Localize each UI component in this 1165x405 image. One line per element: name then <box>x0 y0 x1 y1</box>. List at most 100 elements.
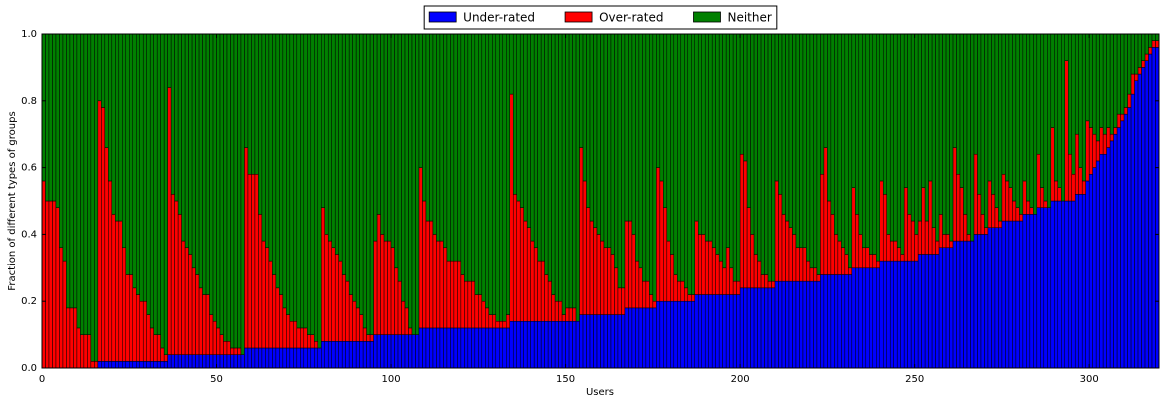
bar-segment <box>125 274 130 362</box>
bar-segment <box>959 33 964 188</box>
bar-segment <box>753 254 758 289</box>
bar-segment <box>638 307 643 369</box>
bar-segment <box>352 341 357 369</box>
bar-segment <box>882 260 887 369</box>
bar-segment <box>80 334 85 369</box>
bar-segment <box>404 307 409 335</box>
bar-segment <box>1113 133 1118 369</box>
bar-segment <box>516 320 521 369</box>
x-tick-label: 200 <box>731 374 750 385</box>
bar-segment <box>97 33 102 102</box>
bar-segment <box>788 33 793 228</box>
bar-segment <box>568 33 573 309</box>
bar-segment <box>485 33 490 309</box>
bar-segment <box>767 280 772 289</box>
bar-segment <box>889 240 894 262</box>
bar-segment <box>1102 153 1107 369</box>
bar-segment <box>394 334 399 369</box>
bar-segment <box>512 320 517 369</box>
bar-segment <box>998 33 1003 222</box>
legend-swatch <box>564 11 593 23</box>
bar-segment <box>1092 33 1097 135</box>
bar-segment <box>603 314 608 369</box>
bar-segment <box>244 147 249 349</box>
bar-segment <box>704 294 709 369</box>
bar-segment <box>889 260 894 369</box>
bar-segment <box>418 167 423 329</box>
bar-segment <box>816 33 821 275</box>
bar-segment <box>547 320 552 369</box>
bar-segment <box>910 260 915 369</box>
bar-segment <box>293 347 298 369</box>
bar-segment <box>1148 53 1153 369</box>
bar-segment <box>1123 113 1128 369</box>
bar-segment <box>530 320 535 369</box>
bar-segment <box>1085 180 1090 369</box>
bar-segment <box>746 33 751 208</box>
bar-segment <box>457 260 462 329</box>
bar-segment <box>184 247 189 355</box>
bar-segment <box>474 327 479 369</box>
bar-segment <box>952 240 957 369</box>
bar-segment <box>855 267 860 369</box>
bar-segment <box>334 341 339 369</box>
bar-segment <box>422 33 427 202</box>
bar-segment <box>369 341 374 369</box>
bar-segment <box>848 267 853 275</box>
bar-segment <box>481 327 486 369</box>
x-tick-label: 50 <box>210 374 223 385</box>
bar-segment <box>732 294 737 369</box>
bar-segment <box>701 294 706 369</box>
bar-segment <box>848 33 853 269</box>
bar-segment <box>858 33 863 235</box>
bar-segment <box>387 33 392 242</box>
bar-segment <box>638 267 643 309</box>
bar-segment <box>984 227 989 235</box>
bar-segment <box>443 327 448 369</box>
bar-segment <box>785 33 790 222</box>
bar-segment <box>1012 200 1017 222</box>
bar-segment <box>991 227 996 369</box>
bar-segment <box>111 214 116 362</box>
bar-segment <box>1116 33 1121 115</box>
bar-segment <box>66 307 71 369</box>
bar-segment <box>247 33 252 175</box>
bar-segment <box>184 33 189 249</box>
bar-segment <box>170 194 175 355</box>
bar-segment <box>844 254 849 275</box>
bar-segment <box>352 300 357 342</box>
bar-segment <box>1148 33 1153 48</box>
bar-segment <box>680 300 685 369</box>
bar-segment <box>254 174 259 349</box>
bar-segment <box>903 187 908 262</box>
bar-segment <box>554 33 559 302</box>
bar-segment <box>823 274 828 369</box>
bar-segment <box>268 347 273 369</box>
bar-segment <box>760 287 765 369</box>
bar-segment <box>439 240 444 329</box>
bar-segment <box>725 294 730 369</box>
bar-segment <box>942 33 947 235</box>
bar-segment <box>1088 33 1093 128</box>
bar-segment <box>104 33 109 148</box>
bar-segment <box>1137 67 1142 75</box>
y-tick-label: 0.8 <box>21 96 37 107</box>
bar-segment <box>394 267 399 335</box>
bar-segment <box>691 294 695 302</box>
bar-segment <box>813 33 818 269</box>
bar-segment <box>540 33 545 262</box>
bar-segment <box>1144 53 1149 61</box>
bar-segment <box>1008 220 1013 369</box>
bar-segment <box>963 33 968 215</box>
bar-segment <box>453 327 458 369</box>
bar-segment <box>1151 40 1156 48</box>
bar-segment <box>879 33 884 182</box>
bar-segment <box>129 274 134 362</box>
bar-segment <box>1106 33 1111 128</box>
bar-segment <box>122 247 127 362</box>
bar-segment <box>198 354 203 369</box>
bar-segment <box>188 33 193 255</box>
bar-segment <box>429 220 434 329</box>
bar-segment <box>544 320 549 369</box>
bar-segment <box>645 307 650 369</box>
